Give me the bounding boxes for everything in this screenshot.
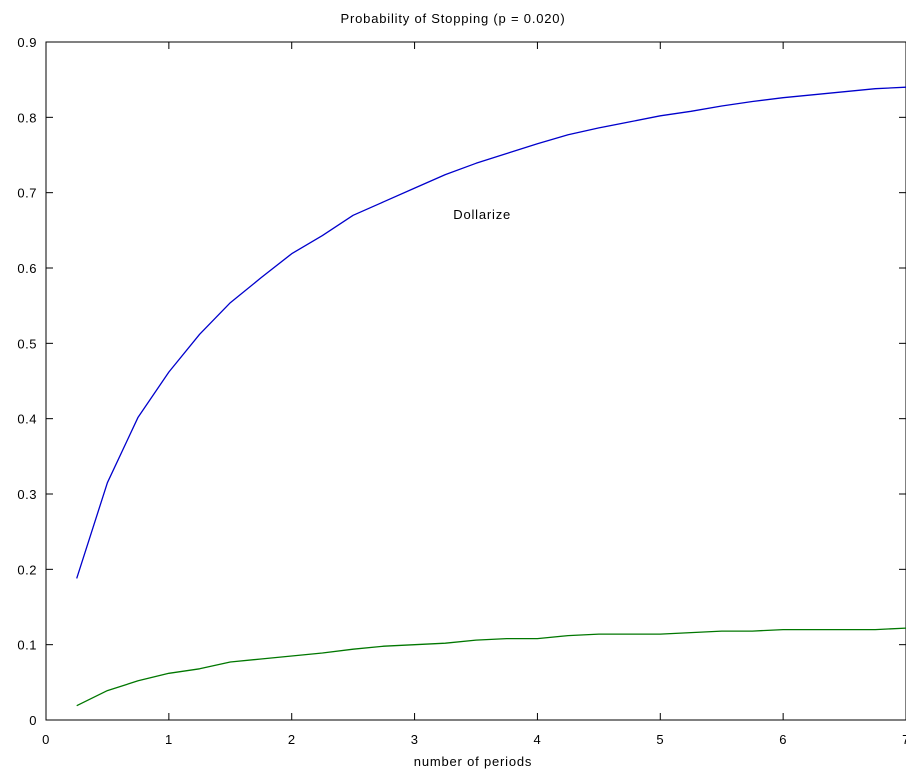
x-tick-label: 3 bbox=[411, 732, 419, 747]
y-tick-label: 0.2 bbox=[17, 562, 37, 577]
series-line-1 bbox=[76, 627, 906, 707]
y-tick-label: 0.1 bbox=[17, 638, 37, 653]
y-tick-label: 0.4 bbox=[17, 412, 37, 427]
x-tick-label: 5 bbox=[656, 732, 664, 747]
y-tick-label: 0.9 bbox=[17, 35, 37, 50]
x-axis-label: number of periods bbox=[414, 754, 532, 769]
x-tick-label: 2 bbox=[288, 732, 296, 747]
x-tick-label: 0 bbox=[42, 732, 50, 747]
x-tick-label: 1 bbox=[165, 732, 173, 747]
y-tick-label: 0.6 bbox=[17, 261, 37, 276]
annotation-label: Dollarize bbox=[453, 207, 511, 222]
series-line-0 bbox=[76, 86, 906, 579]
chart-title: Probability of Stopping (p = 0.020) bbox=[341, 11, 566, 26]
x-tick-label: 4 bbox=[534, 732, 542, 747]
y-tick-label: 0.5 bbox=[17, 336, 37, 351]
y-tick-label: 0.7 bbox=[17, 186, 37, 201]
x-tick-label: 7 bbox=[902, 732, 906, 747]
y-tick-label: 0.8 bbox=[17, 110, 37, 125]
y-tick-label: 0.3 bbox=[17, 487, 37, 502]
plot-frame bbox=[45, 41, 906, 721]
x-tick-label: 6 bbox=[779, 732, 787, 747]
y-tick-label: 0 bbox=[29, 713, 37, 728]
plot-area: 0 1 2 3 4 5 6 7 0 0.1 0.2 0.3 0.4 0.5 0.6 0.7 0.8 0.9 Doll… bbox=[17, 35, 906, 747]
